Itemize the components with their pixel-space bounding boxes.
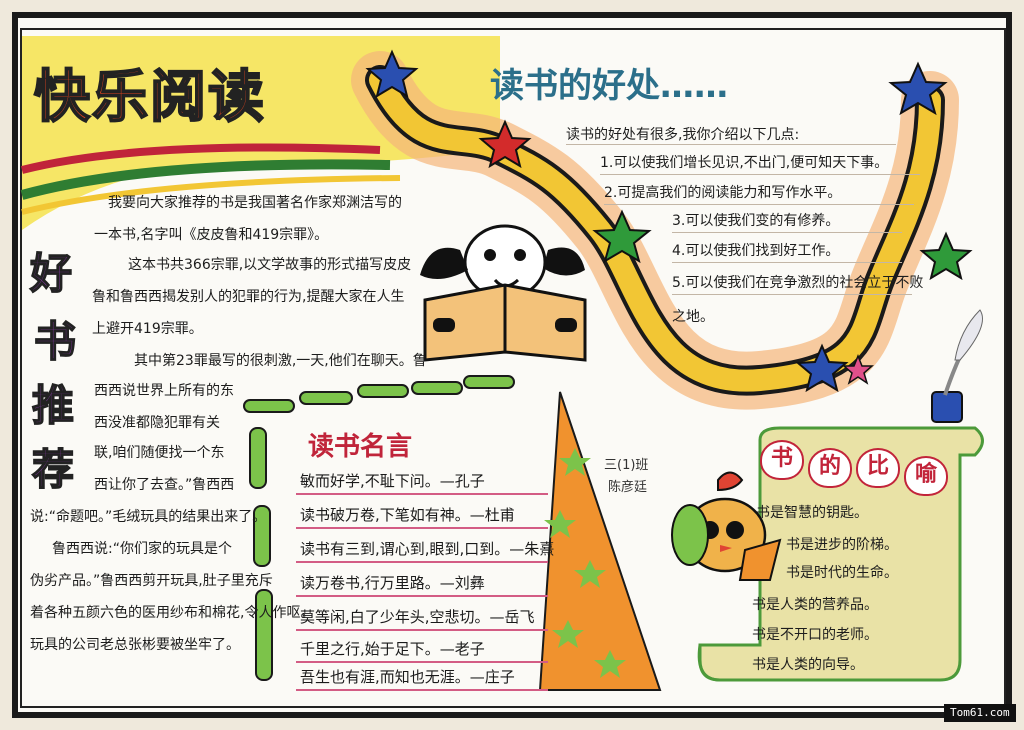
recommend-line: 一本书,名字叫《皮皮鲁和419宗罪》。 <box>94 227 329 243</box>
recommend-line: 我要向大家推荐的书是我国著名作家郑渊洁写的 <box>108 195 402 211</box>
recommend-line: 联,咱们随便找一个东 <box>94 445 225 461</box>
recommend-line: 西西说世界上所有的东 <box>94 383 234 399</box>
benefits-intro: 读书的好处有很多,我你介绍以下几点: <box>566 127 800 143</box>
star-green-2-icon <box>919 231 973 281</box>
star-red-icon <box>478 119 532 169</box>
quote-item: 读书破万卷,下笔如有神。—杜甫 <box>300 506 515 524</box>
orange-cone-tree <box>538 391 662 691</box>
recommend-line: 鲁西西说:“你们家的玩具是个 <box>52 541 232 557</box>
quote-rule <box>296 629 548 631</box>
quote-item: 千里之行,始于足下。—老子 <box>300 640 485 658</box>
quote-item: 敏而好学,不耻下问。—孔子 <box>300 472 485 490</box>
benefit-item: 4.可以使我们找到好工作。 <box>672 243 840 259</box>
metaphor-item: 书是不开口的老师。 <box>752 627 878 643</box>
recommend-line: 西没准都隐犯罪有关 <box>94 415 220 431</box>
line-rule <box>672 232 902 233</box>
quote-rule <box>296 689 548 691</box>
line-rule <box>600 174 920 175</box>
recommend-line: 其中第23罪最写的很刺激,一天,他们在聊天。鲁 <box>134 353 427 369</box>
metaphor-heading-heart: 书 <box>760 440 804 480</box>
quote-item: 读书有三到,谓心到,眼到,口到。—朱熹 <box>300 540 555 558</box>
star-pink-icon <box>842 353 874 385</box>
quote-rule <box>296 561 548 563</box>
recommend-heading-char: 推 <box>31 380 75 431</box>
recommend-line: 鲁和鲁西西揭发别人的犯罪的行为,提醒大家在人生 <box>92 289 405 305</box>
poster-inner-border <box>20 28 1006 708</box>
benefits-heading: 读书的好处…… <box>490 66 728 106</box>
star-blue-1-icon <box>365 49 419 99</box>
recommend-heading-char: 书 <box>33 316 77 367</box>
quote-item: 读万卷书,行万里路。—刘彝 <box>300 574 485 592</box>
metaphor-heading-heart: 比 <box>856 448 900 488</box>
line-rule <box>672 294 912 295</box>
recommend-line: 着各种五颜六色的医用纱布和棉花,令人作呕。 <box>30 605 315 621</box>
quote-rule <box>296 493 548 495</box>
star-blue-3-icon <box>888 61 948 116</box>
metaphor-item: 书是时代的生命。 <box>786 565 898 581</box>
signature-class: 三(1)班 <box>604 458 649 473</box>
title-banner-stripe-red <box>21 143 381 174</box>
ink-bottle-quill-icon <box>931 309 983 423</box>
watermark-badge <box>944 704 1016 722</box>
line-rule <box>672 262 902 263</box>
metaphor-item: 书是人类的向导。 <box>752 657 864 673</box>
benefit-item: 3.可以使我们变的有修养。 <box>672 213 840 229</box>
metaphor-item: 书是智慧的钥匙。 <box>756 505 868 521</box>
benefit-item: 5.可以使我们在竞争激烈的社会立于不败 <box>672 275 924 291</box>
quote-rule <box>296 527 548 529</box>
quotes-heading: 读书名言 <box>308 432 413 462</box>
recommend-line: 西让你了去查。”鲁西西 <box>94 477 235 493</box>
signature-name: 陈彦廷 <box>608 480 648 495</box>
recommend-line: 这本书共366宗罪,以文学故事的形式描写皮皮 <box>128 257 412 273</box>
poster-title: 快乐阅读 <box>33 64 266 131</box>
chick-illustration <box>671 471 782 581</box>
bone-chain <box>243 375 515 681</box>
benefit-item: 2.可提高我们的阅读能力和写作水平。 <box>604 185 842 201</box>
metaphor-heading-heart: 的 <box>808 448 852 488</box>
quote-rule <box>296 595 548 597</box>
recommend-line: 玩具的公司老总张彬要被坐牢了。 <box>30 637 240 653</box>
title-banner-stripe-yellow <box>21 175 401 215</box>
recommend-line: 说:“命题吧。”毛绒玩具的结果出来了。 <box>30 509 267 525</box>
metaphor-item: 书是人类的营养品。 <box>752 597 878 613</box>
quote-item: 莫等闲,白了少年头,空悲切。—岳飞 <box>300 608 535 626</box>
quote-rule <box>296 661 548 663</box>
watermark-text: Tom61.com <box>950 706 1010 719</box>
star-green-1-icon <box>592 209 652 264</box>
star-blue-2-icon <box>795 343 849 393</box>
recommend-heading-char: 好 <box>29 248 73 299</box>
recommend-line: 上避开419宗罪。 <box>92 321 203 337</box>
title-banner-stripe-green <box>20 159 391 200</box>
metaphor-heading-heart: 喻 <box>904 456 948 496</box>
dog-reading-book-illustration <box>420 224 587 362</box>
quote-item: 吾生也有涯,而知也无涯。—庄子 <box>300 668 515 686</box>
recommend-heading-char: 荐 <box>31 444 75 495</box>
benefit-item: 之地。 <box>672 309 714 325</box>
line-rule <box>566 144 896 145</box>
line-rule <box>604 204 914 205</box>
metaphor-item: 书是进步的阶梯。 <box>786 537 898 553</box>
benefit-item: 1.可以使我们增长见识,不出门,便可知天下事。 <box>600 155 889 171</box>
recommend-line: 伪劣产品。”鲁西西剪开玩具,肚子里充斥 <box>30 573 273 589</box>
